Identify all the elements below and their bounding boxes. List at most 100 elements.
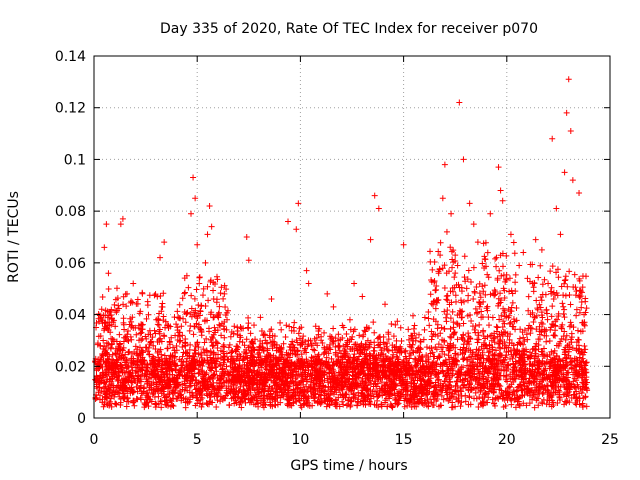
scatter-point	[449, 365, 456, 372]
scatter-point	[318, 389, 325, 396]
scatter-point	[320, 383, 327, 390]
scatter-point	[531, 313, 538, 320]
scatter-point	[431, 396, 438, 403]
scatter-point	[498, 312, 505, 319]
scatter-point	[371, 344, 378, 351]
scatter-point	[154, 338, 161, 345]
scatter-point	[444, 292, 451, 299]
scatter-point	[385, 347, 392, 354]
scatter-point	[515, 357, 522, 364]
scatter-point	[413, 368, 420, 375]
scatter-point	[349, 365, 356, 372]
scatter-point	[381, 345, 388, 352]
scatter-point	[511, 392, 518, 399]
scatter-point	[455, 368, 462, 375]
scatter-point	[447, 244, 454, 251]
scatter-point	[536, 301, 543, 308]
scatter-point	[394, 369, 401, 376]
scatter-point	[342, 367, 349, 374]
scatter-point	[100, 357, 107, 364]
scatter-point	[529, 309, 536, 316]
scatter-point	[245, 344, 252, 351]
scatter-point	[548, 359, 555, 366]
scatter-point	[426, 365, 433, 372]
scatter-point	[526, 400, 533, 407]
scatter-point	[384, 340, 391, 347]
scatter-point	[146, 351, 153, 358]
scatter-point	[443, 318, 450, 325]
scatter-point	[484, 249, 491, 256]
scatter-point	[583, 403, 590, 410]
scatter-point	[95, 311, 102, 318]
scatter-point	[228, 378, 235, 385]
scatter-point	[479, 328, 486, 335]
scatter-point	[462, 348, 469, 355]
scatter-point	[321, 344, 328, 351]
scatter-point	[567, 319, 574, 326]
scatter-point	[485, 365, 492, 372]
scatter-point	[302, 338, 309, 345]
scatter-point	[535, 346, 542, 353]
scatter-point	[113, 401, 120, 408]
scatter-point	[130, 388, 137, 395]
scatter-point	[183, 358, 190, 365]
scatter-point	[317, 369, 324, 376]
scatter-point	[576, 294, 583, 301]
scatter-point	[317, 378, 324, 385]
scatter-point	[154, 293, 161, 300]
scatter-point	[181, 372, 188, 379]
scatter-point	[481, 282, 488, 289]
scatter-point	[191, 382, 198, 389]
scatter-point	[262, 337, 269, 344]
scatter-point	[210, 287, 217, 294]
scatter-point	[512, 279, 519, 286]
scatter-point	[487, 332, 494, 339]
scatter-point	[540, 367, 547, 374]
scatter-point	[158, 404, 165, 411]
scatter-point	[493, 323, 500, 330]
scatter-point	[491, 402, 498, 409]
scatter-point	[471, 326, 478, 333]
scatter-point	[332, 335, 339, 342]
scatter-point	[427, 248, 434, 255]
scatter-point	[161, 352, 168, 359]
scatter-point	[117, 361, 124, 368]
scatter-point	[297, 402, 304, 409]
scatter-point	[408, 396, 415, 403]
scatter-point	[148, 374, 155, 381]
scatter-point	[476, 394, 483, 401]
scatter-point	[329, 362, 336, 369]
scatter-point	[228, 386, 235, 393]
scatter-point	[249, 354, 256, 361]
scatter-point	[236, 357, 243, 364]
scatter-point	[550, 367, 557, 374]
scatter-point	[550, 289, 557, 296]
scatter-point	[431, 259, 438, 266]
scatter-point	[232, 361, 239, 368]
scatter-point	[323, 365, 330, 372]
scatter-point	[336, 347, 343, 354]
scatter-point	[411, 322, 418, 329]
scatter-point	[177, 337, 184, 344]
scatter-point	[322, 361, 329, 368]
scatter-point	[474, 336, 481, 343]
scatter-point	[499, 263, 506, 270]
scatter-point	[191, 370, 198, 377]
scatter-point	[442, 378, 449, 385]
scatter-point	[374, 373, 381, 380]
scatter-point	[492, 255, 499, 262]
scatter-point	[145, 331, 152, 338]
scatter-point	[440, 370, 447, 377]
scatter-point	[512, 352, 519, 359]
scatter-point	[121, 359, 128, 366]
scatter-point	[146, 387, 153, 394]
scatter-point	[412, 392, 419, 399]
scatter-point	[145, 403, 152, 410]
scatter-point	[432, 344, 439, 351]
scatter-point	[190, 331, 197, 338]
scatter-point	[361, 355, 368, 362]
scatter-point	[112, 296, 119, 303]
scatter-point	[93, 367, 100, 374]
scatter-point	[508, 304, 515, 311]
scatter-point	[396, 349, 403, 356]
